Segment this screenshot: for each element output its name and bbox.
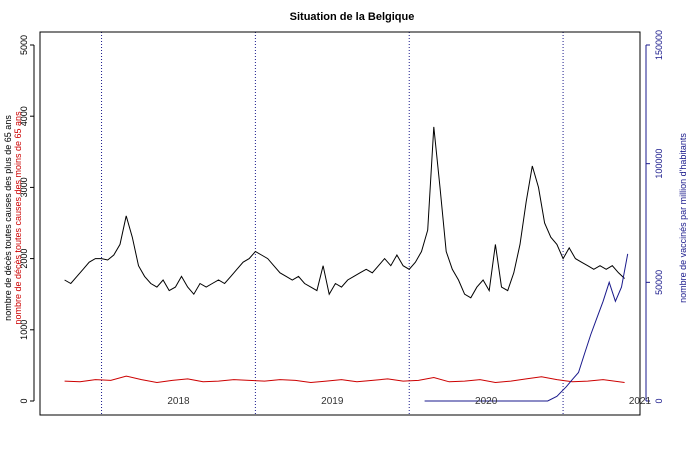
right-tick-label-2: 100000 (654, 149, 664, 179)
series-line-0 (64, 126, 625, 299)
left-tick-label-2: 2000 (19, 249, 29, 269)
right-tick-label-0: 0 (654, 398, 664, 403)
left-tick-label-3: 3000 (19, 177, 29, 197)
right-axis: 0 50000 100000 150000 (645, 30, 664, 404)
year-label-2019: 2019 (321, 396, 344, 407)
right-tick-label-3: 150000 (654, 30, 664, 60)
series-line-2 (424, 253, 629, 402)
plot-frame (39, 31, 641, 416)
year-boundaries (101, 32, 564, 415)
year-label-2020: 2020 (475, 396, 498, 407)
y-axis-left-label-1: nombre de décès toutes causes des plus d… (3, 115, 13, 321)
series-layer (64, 126, 629, 402)
year-label-2018: 2018 (167, 396, 190, 407)
left-tick-label-5: 5000 (19, 35, 29, 55)
series-line-1 (64, 375, 625, 384)
right-tick-label-1: 50000 (654, 270, 664, 295)
left-axis: 0 1000 2000 3000 4000 5000 (19, 35, 35, 404)
left-tick-label-0: 0 (19, 398, 29, 403)
y-axis-left-label-2: nombre de décès toutes causes des moins … (13, 111, 23, 325)
chart-title: Situation de la Belgique (290, 11, 415, 23)
y-axis-right-label: nombre de vaccinés par million d'habitan… (678, 133, 688, 303)
left-tick-label-4: 4000 (19, 106, 29, 126)
left-tick-label-1: 1000 (19, 320, 29, 340)
